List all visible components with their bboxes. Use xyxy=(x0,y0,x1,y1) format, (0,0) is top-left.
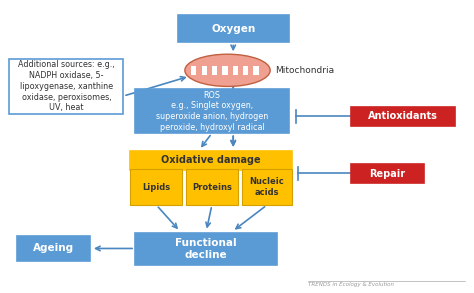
Text: Nucleic
acids: Nucleic acids xyxy=(249,177,284,197)
FancyBboxPatch shape xyxy=(243,66,248,75)
Ellipse shape xyxy=(185,54,270,86)
Text: Functional
decline: Functional decline xyxy=(175,238,237,260)
Text: ROS
e.g., Singlet oxygen,
superoxide anion, hydrogen
peroxide, hydroxyl radical: ROS e.g., Singlet oxygen, superoxide ani… xyxy=(156,91,268,132)
FancyBboxPatch shape xyxy=(191,66,196,75)
FancyBboxPatch shape xyxy=(17,236,90,261)
FancyBboxPatch shape xyxy=(130,169,182,205)
FancyBboxPatch shape xyxy=(201,66,207,75)
FancyBboxPatch shape xyxy=(186,169,238,205)
FancyBboxPatch shape xyxy=(242,169,292,205)
FancyBboxPatch shape xyxy=(222,66,228,75)
FancyBboxPatch shape xyxy=(233,66,238,75)
FancyBboxPatch shape xyxy=(178,15,289,42)
Text: Ageing: Ageing xyxy=(33,243,74,253)
Text: Mitochondria: Mitochondria xyxy=(275,66,334,75)
Text: Proteins: Proteins xyxy=(192,183,232,192)
FancyBboxPatch shape xyxy=(135,233,277,265)
Text: Repair: Repair xyxy=(369,168,406,179)
FancyBboxPatch shape xyxy=(351,107,455,126)
Text: Lipids: Lipids xyxy=(142,183,171,192)
FancyBboxPatch shape xyxy=(212,66,217,75)
FancyBboxPatch shape xyxy=(130,151,292,170)
Text: TRENDS in Ecology & Evolution: TRENDS in Ecology & Evolution xyxy=(308,282,394,287)
Text: Additional sources: e.g.,
NADPH oxidase, 5-
lipoxygenase, xanthine
oxidase, pero: Additional sources: e.g., NADPH oxidase,… xyxy=(18,60,115,113)
FancyBboxPatch shape xyxy=(351,164,424,183)
FancyBboxPatch shape xyxy=(135,89,289,133)
Text: Antioxidants: Antioxidants xyxy=(368,111,438,122)
Text: Oxygen: Oxygen xyxy=(211,23,255,34)
FancyBboxPatch shape xyxy=(254,66,259,75)
Text: Oxidative damage: Oxidative damage xyxy=(161,155,261,166)
FancyBboxPatch shape xyxy=(9,59,123,114)
